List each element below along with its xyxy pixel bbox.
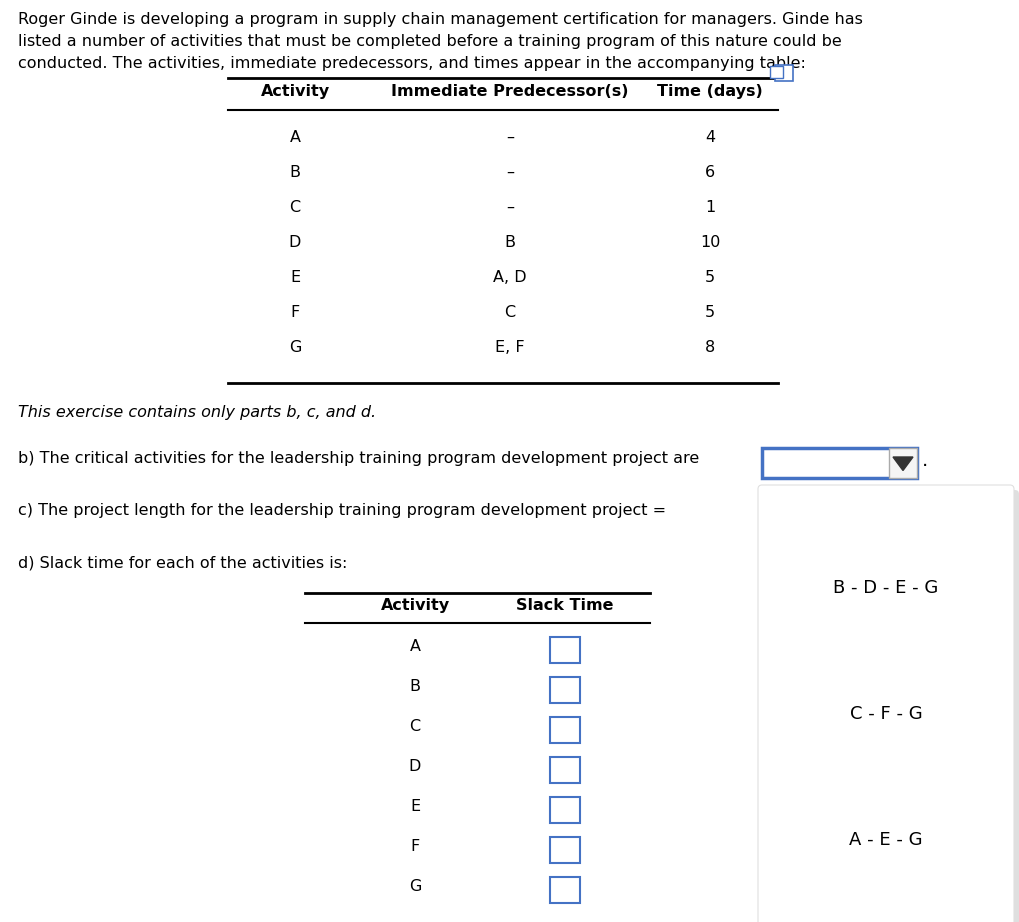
Bar	[774, 65, 792, 81]
Text: –: –	[505, 165, 514, 180]
Text: E, F: E, F	[494, 340, 525, 355]
Bar	[549, 677, 580, 703]
Text: A: A	[289, 130, 301, 145]
Polygon shape	[892, 457, 912, 470]
Text: d: d	[794, 503, 804, 518]
Text: –: –	[505, 130, 514, 145]
Text: D: D	[288, 235, 301, 250]
Text: B - D - E - G: B - D - E - G	[833, 579, 937, 597]
Bar	[761, 501, 790, 527]
Text: Immediate Predecessor(s): Immediate Predecessor(s)	[391, 84, 628, 99]
Text: 1: 1	[704, 200, 714, 215]
Text: 8: 8	[704, 340, 714, 355]
Bar	[889, 448, 916, 478]
Text: Slack Time: Slack Time	[516, 598, 613, 613]
Text: This exercise contains only parts b, c, and d.: This exercise contains only parts b, c, …	[18, 405, 376, 420]
Text: B: B	[289, 165, 301, 180]
Text: 5: 5	[704, 270, 714, 285]
Text: 10: 10	[699, 235, 719, 250]
Text: E: E	[289, 270, 300, 285]
Text: 5: 5	[704, 305, 714, 320]
Text: F: F	[410, 839, 419, 854]
Text: Activity: Activity	[380, 598, 449, 613]
Text: Time (days): Time (days)	[656, 84, 762, 99]
Text: 4: 4	[704, 130, 714, 145]
Text: C: C	[504, 305, 515, 320]
Bar	[549, 877, 580, 903]
Bar	[549, 797, 580, 823]
Text: c) The project length for the leadership training program development project =: c) The project length for the leadership…	[18, 503, 665, 518]
Text: Activity: Activity	[260, 84, 329, 99]
Text: G: G	[288, 340, 301, 355]
FancyBboxPatch shape	[757, 485, 1013, 922]
Bar	[549, 717, 580, 743]
Text: E: E	[410, 799, 420, 814]
Text: conducted. The activities, immediate predecessors, and times appear in the accom: conducted. The activities, immediate pre…	[18, 56, 805, 71]
Bar	[549, 837, 580, 863]
Text: C: C	[289, 200, 301, 215]
Text: Roger Ginde is developing a program in supply chain management certification for: Roger Ginde is developing a program in s…	[18, 12, 862, 27]
Bar	[769, 66, 783, 78]
Text: A: A	[409, 639, 420, 654]
Bar	[761, 448, 916, 478]
Text: b) The critical activities for the leadership training program development proje: b) The critical activities for the leade…	[18, 451, 699, 466]
Text: G: G	[409, 879, 421, 894]
Text: A, D: A, D	[493, 270, 526, 285]
Text: B: B	[504, 235, 515, 250]
FancyBboxPatch shape	[762, 490, 1018, 922]
Text: B: B	[409, 679, 420, 694]
Text: listed a number of activities that must be completed before a training program o: listed a number of activities that must …	[18, 34, 841, 49]
Text: d) Slack time for each of the activities is:: d) Slack time for each of the activities…	[18, 555, 347, 570]
Bar	[549, 757, 580, 783]
Text: C: C	[409, 719, 420, 734]
Text: .: .	[921, 451, 927, 470]
Text: D: D	[409, 759, 421, 774]
Text: 6: 6	[704, 165, 714, 180]
Text: –: –	[505, 200, 514, 215]
Text: A - E - G: A - E - G	[849, 831, 922, 849]
Bar	[549, 637, 580, 663]
Text: F: F	[290, 305, 300, 320]
Text: C - F - G: C - F - G	[849, 705, 921, 723]
